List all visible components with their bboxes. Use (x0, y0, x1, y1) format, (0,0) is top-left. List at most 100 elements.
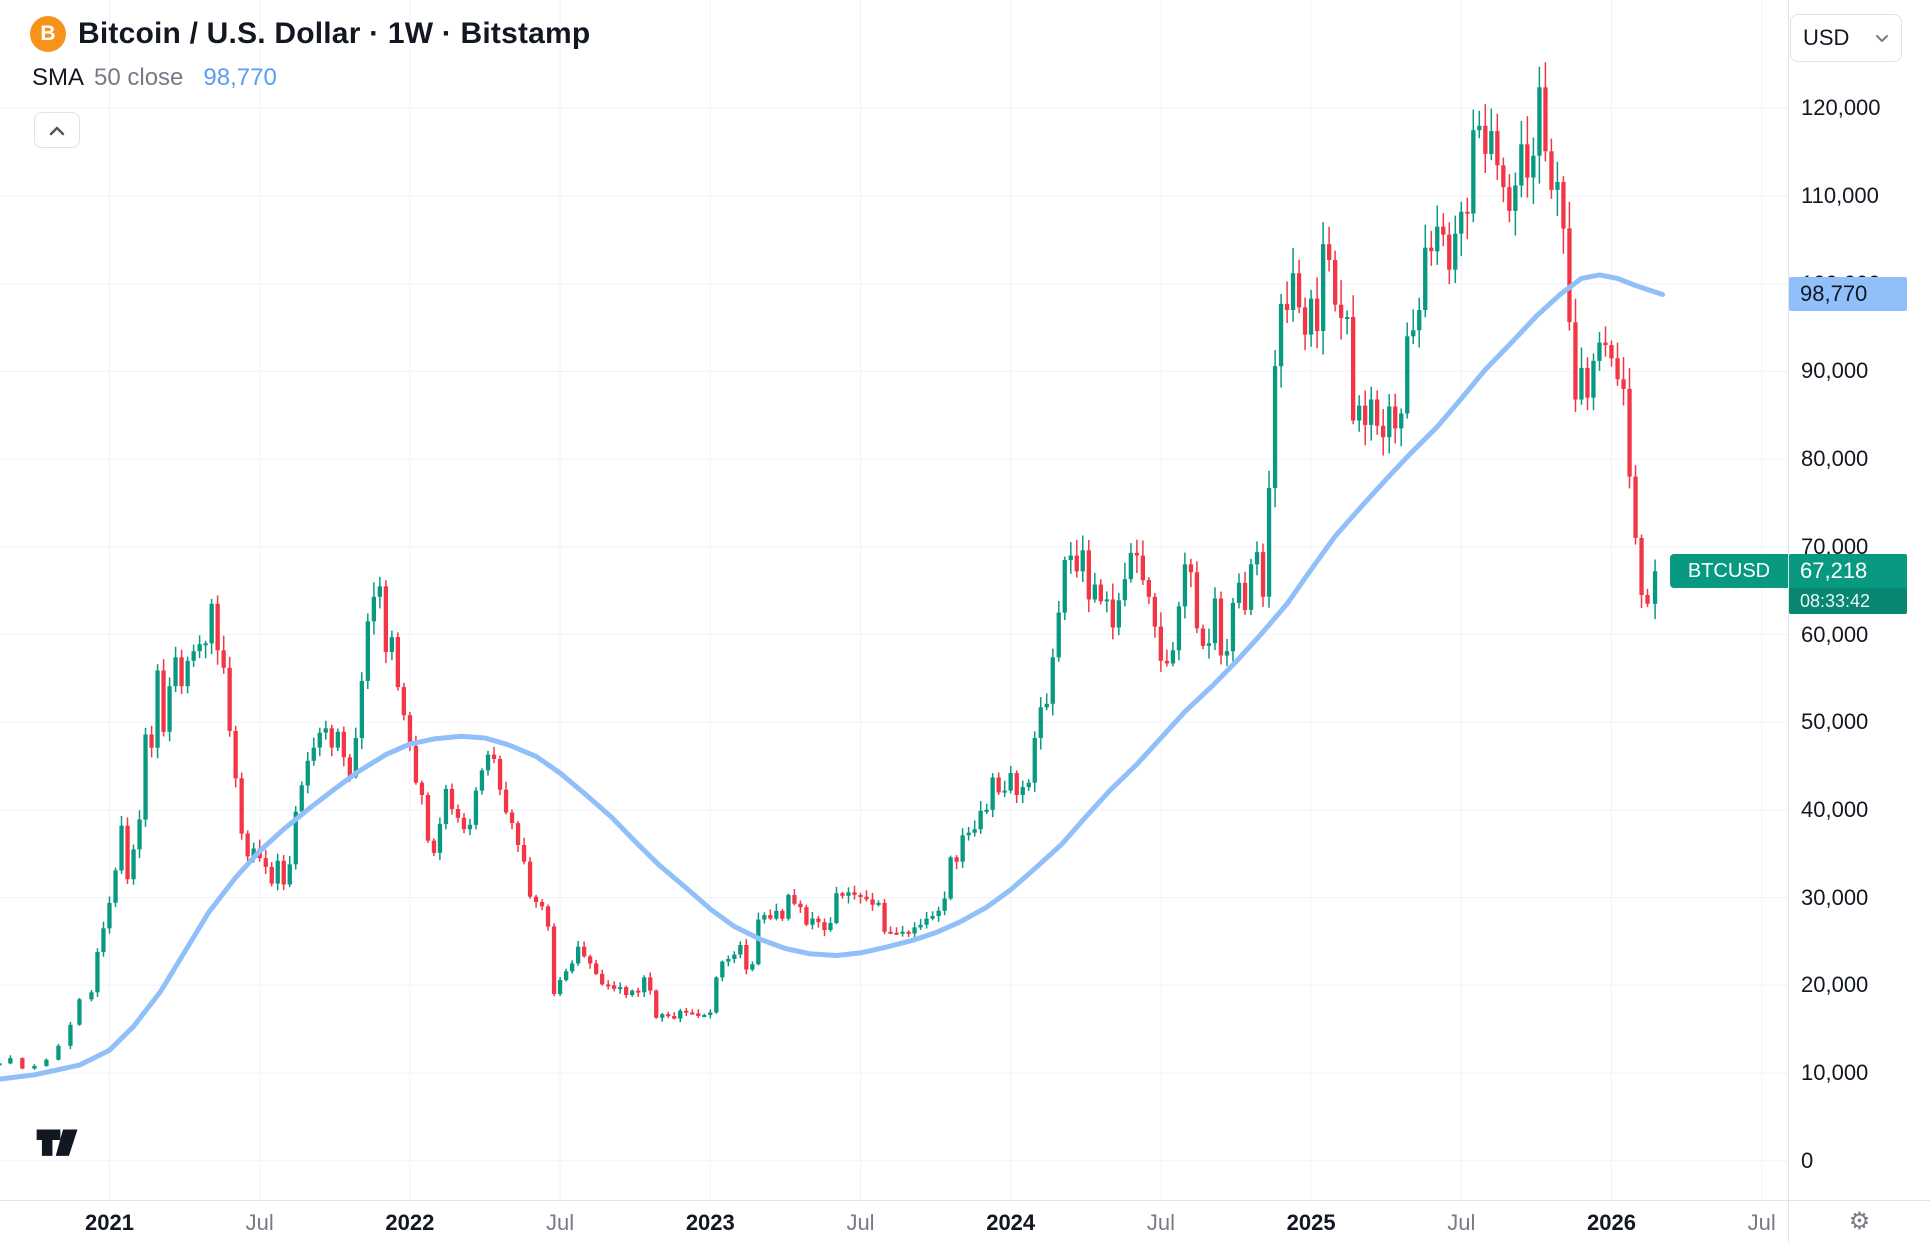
candle-body (612, 985, 617, 989)
candle-body (1206, 643, 1212, 646)
candle-body (594, 963, 599, 974)
collapse-legend-button[interactable] (34, 112, 80, 148)
candle-body (564, 971, 569, 981)
price-tick-label: 120,000 (1801, 95, 1881, 121)
candle-body (1050, 657, 1055, 704)
candle-body (1561, 182, 1566, 229)
candle-body (77, 999, 82, 1025)
candle-body (485, 754, 491, 771)
candle-body (1591, 360, 1596, 398)
time-tick-label: Jul (1447, 1210, 1476, 1235)
chart-grid (0, 0, 1788, 1200)
candle-body (1158, 626, 1163, 661)
candle-body (1008, 773, 1013, 791)
candle-body (618, 987, 623, 990)
tradingview-logo[interactable] (34, 1120, 92, 1160)
candle-body (335, 731, 340, 748)
candle-body (696, 1013, 701, 1016)
time-tick-label: Jul (1146, 1210, 1175, 1235)
candle-body (960, 835, 965, 862)
candle-body (1116, 600, 1121, 628)
candle-body (20, 1058, 25, 1069)
candle-body (1597, 342, 1602, 361)
time-tick-label: Jul (1747, 1210, 1776, 1235)
candle-body (1038, 707, 1043, 738)
candle-body (68, 1024, 73, 1046)
candle-body (455, 809, 461, 818)
candle-body (1357, 405, 1362, 421)
candle-body (1032, 738, 1037, 783)
candle-body (119, 825, 124, 871)
candle-body (816, 918, 821, 923)
candle-body (521, 845, 527, 862)
candle-body (678, 1010, 683, 1019)
candle-body (269, 866, 274, 884)
candle-body (167, 686, 172, 732)
candle-body (263, 858, 268, 867)
candle-body (203, 643, 208, 646)
candle-body (287, 864, 292, 885)
candle-body (1284, 303, 1290, 310)
candle-body (864, 896, 869, 900)
settings-gear-icon[interactable]: ⚙ (1848, 1208, 1871, 1235)
candle-body (1068, 555, 1073, 560)
indicator-legend[interactable]: SMA 50 close 98,770 (32, 64, 590, 92)
candle-body (1140, 555, 1145, 581)
candle-body (185, 660, 190, 687)
time-tick-label: 2023 (685, 1210, 735, 1235)
candle-body (503, 789, 509, 813)
candle-body (413, 745, 419, 783)
candle-body (1260, 552, 1266, 597)
candle-body (251, 848, 256, 857)
price-tick-label: 50,000 (1801, 709, 1869, 735)
symbol-title-row[interactable]: B Bitcoin / U.S. Dollar · 1W · Bitstamp (30, 16, 590, 52)
candle-body (1393, 406, 1398, 429)
last-price-value: 67,218 (1800, 558, 1868, 584)
candle-body (401, 687, 406, 716)
candle-body (972, 829, 977, 833)
time-tick-label: 2024 (986, 1210, 1036, 1235)
candle-body (359, 681, 364, 738)
candle-body (954, 857, 959, 862)
candle-body (209, 603, 214, 644)
candle-body (377, 586, 382, 597)
candle-body (353, 738, 358, 777)
candle-body (467, 824, 473, 830)
candle-body (1477, 125, 1482, 131)
candle-body (906, 931, 911, 934)
candle-body (1471, 130, 1476, 214)
candle-body (461, 817, 467, 830)
candle-body (95, 952, 100, 993)
time-scale[interactable]: 2021 Jul 2022 Jul 2023 Jul 2024 Jul 2025 Jul 2026 J… (0, 1200, 1788, 1243)
candle-body (702, 1015, 707, 1018)
indicator-name: SMA (32, 64, 85, 91)
candle-body (714, 977, 719, 1013)
candle-body (876, 902, 881, 905)
candle-body (1122, 579, 1127, 601)
candle-body (1098, 584, 1103, 602)
candle-body (1507, 187, 1512, 211)
candle-body (173, 657, 178, 687)
price-tick-label: 90,000 (1801, 358, 1869, 384)
candle-body (1104, 599, 1109, 602)
candle-body (1188, 564, 1194, 573)
candle-body (32, 1066, 37, 1069)
candle-body (1429, 247, 1434, 252)
candle-body (161, 670, 166, 732)
candle-body (44, 1059, 49, 1066)
candle-body (1152, 596, 1157, 627)
candle-body (473, 790, 479, 825)
candle-body (1056, 612, 1061, 658)
candle-body (395, 637, 400, 688)
candle-body (882, 902, 887, 932)
candle-body (533, 896, 539, 902)
candle-body (804, 907, 809, 925)
candle-body (1363, 405, 1368, 425)
currency-dropdown[interactable]: USD (1790, 14, 1902, 62)
candle-body (774, 910, 779, 919)
candle-body (630, 990, 635, 995)
candle-body (1128, 552, 1133, 580)
candle-body (443, 788, 449, 824)
candle-body (924, 918, 929, 925)
